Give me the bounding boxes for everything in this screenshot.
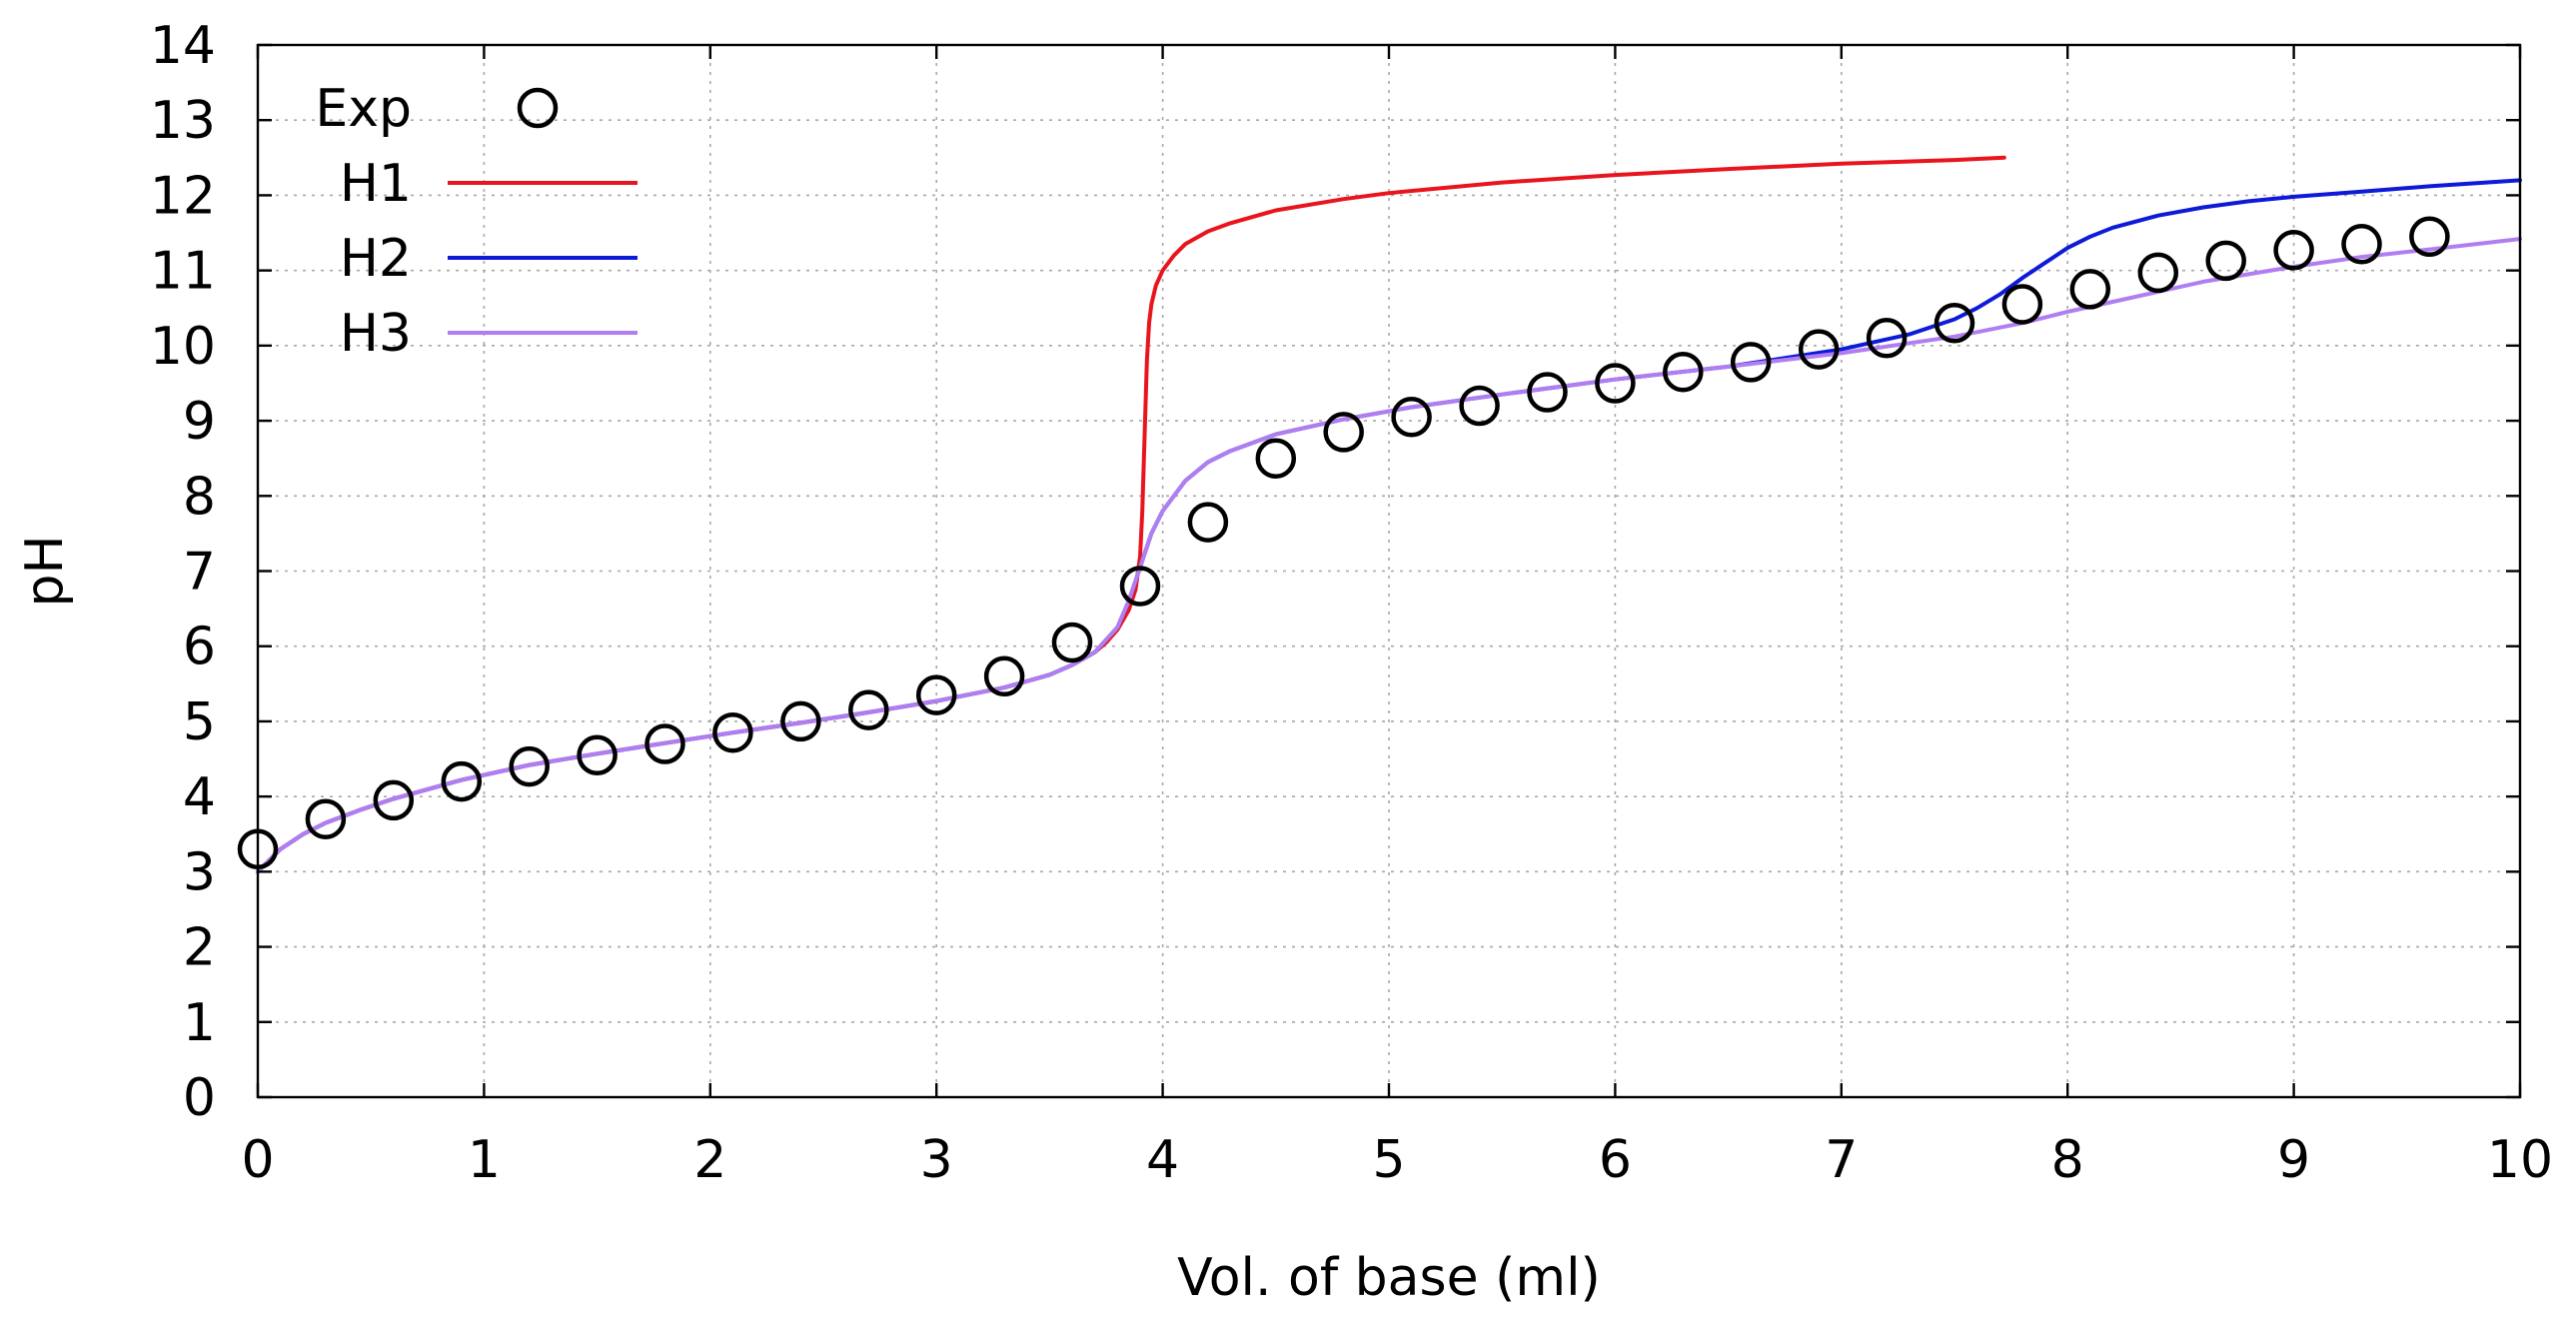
exp-data-point (712, 711, 753, 753)
plot-series (237, 155, 2522, 874)
x-tick-label: 4 (1146, 1130, 1179, 1190)
exp-data-point (644, 723, 685, 764)
legend-label-exp: Exp (315, 79, 412, 139)
exp-data-point (2069, 269, 2111, 310)
exp-data-point (2409, 216, 2450, 258)
exp-data-point (1119, 566, 1161, 607)
exp-data-point (1255, 438, 1297, 479)
exp-data-point (2001, 284, 2043, 325)
x-tick-label: 9 (2277, 1130, 2310, 1190)
exp-data-point (577, 734, 618, 776)
exp-data-point (1187, 502, 1229, 543)
x-tick-label: 8 (2051, 1130, 2084, 1190)
exp-data-point (2137, 252, 2179, 294)
x-tick-label: 0 (241, 1130, 274, 1190)
x-tick-label: 10 (2487, 1130, 2553, 1190)
y-tick-label: 9 (183, 392, 216, 452)
x-tick-label: 5 (1372, 1130, 1405, 1190)
exp-data-point (983, 656, 1025, 697)
exp-data-point (2341, 224, 2382, 265)
x-axis-title: Vol. of base (ml) (1177, 1248, 1601, 1308)
x-tick-label: 2 (693, 1130, 726, 1190)
x-tick-label: 1 (468, 1130, 501, 1190)
y-tick-label: 4 (183, 767, 216, 827)
exp-data-point (1595, 363, 1636, 404)
exp-data-point (441, 760, 483, 802)
exp-data-point (1391, 397, 1432, 438)
y-tick-label: 12 (150, 166, 216, 226)
y-tick-label: 7 (183, 543, 216, 603)
exp-data-point (1933, 303, 1975, 344)
exp-data-point (848, 689, 889, 730)
y-tick-label: 13 (150, 91, 216, 151)
exp-data-point (305, 798, 347, 839)
exp-data-point (1051, 622, 1093, 664)
y-tick-label: 10 (150, 317, 216, 377)
exp-data-point (1323, 412, 1364, 453)
y-tick-label: 6 (183, 618, 216, 677)
exp-data-point (373, 779, 415, 821)
x-tick-label: 6 (1599, 1130, 1632, 1190)
legend-label-h2: H2 (340, 229, 412, 289)
legend-marker-exp (517, 87, 559, 129)
x-tick-label: 7 (1825, 1130, 1858, 1190)
exp-data-point (509, 745, 550, 787)
legend-label-h1: H1 (340, 154, 412, 214)
y-tick-label: 3 (183, 842, 216, 902)
legend: Exp H1 H2 H3 (315, 79, 638, 364)
y-axis-title: pH (15, 535, 75, 607)
exp-data-point (1798, 329, 1840, 370)
exp-data-point (1866, 318, 1908, 359)
exp-data-point (2273, 230, 2314, 271)
y-tick-label: 1 (183, 993, 216, 1053)
exp-data-point (1527, 372, 1568, 413)
y-tick-label: 14 (150, 16, 216, 76)
y-tick-label: 5 (183, 692, 216, 752)
x-tick-label: 3 (920, 1130, 953, 1190)
y-tick-label: 2 (183, 918, 216, 978)
exp-data-point (1459, 385, 1500, 427)
y-tick-label: 8 (183, 467, 216, 527)
exp-data-point (1730, 342, 1772, 383)
exp-data-point (2205, 240, 2246, 282)
exp-data-point (1663, 351, 1704, 393)
legend-label-h3: H3 (340, 304, 412, 364)
y-tick-label: 11 (150, 242, 216, 302)
exp-data-point (915, 674, 957, 715)
axis-ticks (256, 43, 2522, 1099)
x-tick-labels: 0 1 2 3 4 5 6 7 8 9 10 (241, 1130, 2553, 1190)
exp-data-point (780, 700, 821, 742)
y-tick-label: 0 (183, 1068, 216, 1128)
